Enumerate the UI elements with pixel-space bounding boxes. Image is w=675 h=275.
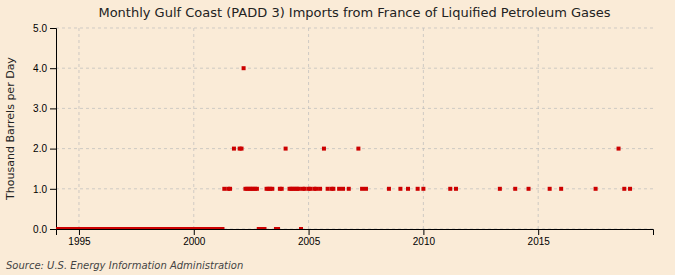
tick-label: 2.0 — [33, 143, 47, 154]
point — [220, 227, 224, 229]
point — [498, 187, 502, 191]
grid-line-x — [538, 28, 539, 229]
tick: 2015 — [528, 229, 551, 247]
point — [270, 187, 274, 191]
tick-label: 2010 — [413, 236, 436, 247]
tick: 1995 — [68, 229, 91, 247]
tick: 5.0 — [33, 23, 56, 34]
tick-label: 1.0 — [33, 184, 47, 195]
tick-label: 2015 — [528, 236, 551, 247]
plot: 1995 2000 2005 2010 2015 0.0 1.0 2.0 3.0 4.0 5.0 — [33, 23, 653, 247]
tick-mark — [309, 229, 310, 235]
tick: 2005 — [298, 229, 321, 247]
point — [297, 187, 301, 191]
title: Monthly Gulf Coast (PADD 3) Imports from… — [98, 5, 610, 20]
tick: 2.0 — [33, 143, 56, 154]
tick: 0.0 — [33, 224, 56, 235]
point — [322, 147, 326, 151]
point — [262, 227, 266, 229]
tick-mark — [423, 229, 424, 235]
point — [360, 187, 364, 191]
tick-mark — [50, 229, 56, 230]
point — [303, 187, 307, 191]
tick-mark — [50, 108, 56, 109]
grid-line-x — [193, 28, 194, 229]
grid-line-x — [423, 28, 424, 229]
tick-mark — [50, 28, 56, 29]
grid-line-y — [56, 188, 653, 189]
point — [341, 187, 345, 191]
point — [398, 187, 402, 191]
axis-line — [57, 230, 654, 236]
tick-mark — [50, 189, 56, 190]
point — [326, 187, 330, 191]
point — [356, 147, 360, 151]
grid-line-y — [56, 108, 653, 109]
point — [454, 187, 458, 191]
point — [255, 187, 259, 191]
point — [228, 187, 232, 191]
point — [559, 187, 563, 191]
point — [628, 187, 632, 191]
points — [56, 66, 632, 229]
point — [318, 187, 322, 191]
point — [308, 187, 312, 191]
point — [387, 187, 391, 191]
grid-line-y — [56, 68, 653, 69]
y-axis: 0.0 1.0 2.0 3.0 4.0 5.0 — [33, 23, 56, 235]
tick: 2010 — [413, 229, 436, 247]
annotation: Source: U.S. Energy Information Administ… — [6, 260, 243, 271]
chart: 1995 2000 2005 2010 2015 0.0 1.0 2.0 3.0 4.0 5.0 Mo… — [0, 0, 675, 275]
tick-mark — [194, 229, 195, 235]
point — [280, 187, 284, 191]
point — [232, 147, 236, 151]
tick-label: 2000 — [183, 236, 206, 247]
x-axis: 1995 2000 2005 2010 2015 — [57, 229, 654, 247]
point — [527, 187, 531, 191]
axis-line — [50, 29, 57, 230]
point — [594, 187, 598, 191]
point — [299, 227, 303, 229]
grid-line-x — [78, 28, 79, 229]
point — [622, 187, 626, 191]
point — [416, 187, 420, 191]
tick: 4.0 — [33, 63, 56, 74]
tick-label: 4.0 — [33, 63, 47, 74]
tick-label: 0.0 — [33, 224, 47, 235]
point — [222, 187, 226, 191]
point — [513, 187, 517, 191]
point — [331, 187, 335, 191]
point — [276, 227, 280, 229]
point — [337, 187, 341, 191]
point — [406, 187, 410, 191]
tick-label: 5.0 — [33, 23, 47, 34]
tick: 1.0 — [33, 184, 56, 195]
point — [617, 147, 621, 151]
point — [240, 147, 244, 151]
background — [0, 0, 675, 275]
point — [364, 187, 368, 191]
tick-label: 2005 — [298, 236, 321, 247]
point — [314, 187, 318, 191]
grid-line-y — [56, 28, 653, 29]
point — [242, 66, 246, 70]
tick: 3.0 — [33, 103, 56, 114]
tick-label: 3.0 — [33, 103, 47, 114]
point — [421, 187, 425, 191]
tick-mark — [538, 229, 539, 235]
grid — [56, 28, 653, 229]
point — [548, 187, 552, 191]
tick: 2000 — [183, 229, 206, 247]
y-axis-title: Thousand Barrels per Day — [4, 57, 17, 201]
tick-mark — [50, 68, 56, 69]
grid-line-x — [308, 28, 309, 229]
point — [347, 187, 351, 191]
point — [448, 187, 452, 191]
grid-line-y — [56, 148, 653, 149]
point — [284, 147, 288, 151]
tick-label: 1995 — [68, 236, 91, 247]
tick-mark — [50, 149, 56, 150]
tick-mark — [79, 229, 80, 235]
